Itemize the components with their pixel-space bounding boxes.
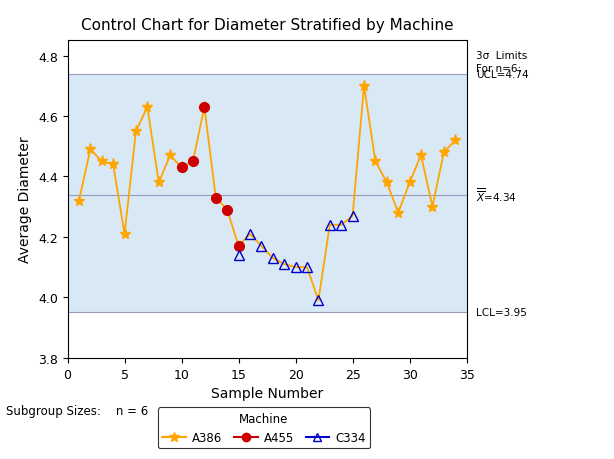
Legend: A386, A455, C334: A386, A455, C334 <box>158 407 370 448</box>
Text: 3σ  Limits
For n=6:: 3σ Limits For n=6: <box>476 51 527 74</box>
Text: $\overline{\overline{X}}$=4.34: $\overline{\overline{X}}$=4.34 <box>476 186 516 204</box>
Y-axis label: Average Diameter: Average Diameter <box>18 136 33 263</box>
X-axis label: Sample Number: Sample Number <box>211 386 323 400</box>
Text: Subgroup Sizes:    n = 6: Subgroup Sizes: n = 6 <box>6 404 149 417</box>
Title: Control Chart for Diameter Stratified by Machine: Control Chart for Diameter Stratified by… <box>81 18 453 33</box>
Text: LCL=3.95: LCL=3.95 <box>476 308 527 318</box>
Text: UCL=4.74: UCL=4.74 <box>476 69 529 79</box>
Bar <box>68 74 467 313</box>
